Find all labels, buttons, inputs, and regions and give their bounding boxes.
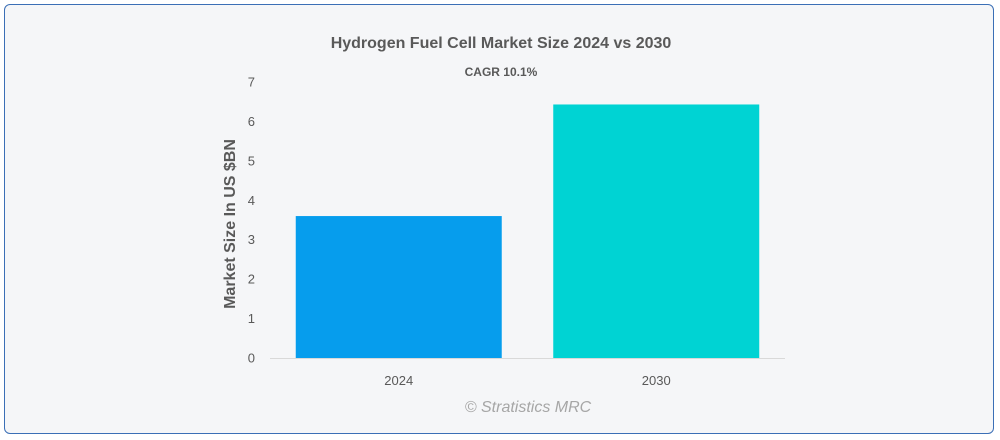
- y-tick-label: 6: [248, 114, 255, 129]
- bars: [295, 104, 760, 358]
- bar-2030: [553, 104, 760, 358]
- y-axis-label: Market Size In US $BN: [222, 139, 239, 309]
- y-tick-label: 0: [248, 351, 255, 366]
- y-tick-label: 1: [248, 311, 255, 326]
- x-tick-label: 2024: [384, 373, 413, 388]
- bar-2024: [295, 216, 502, 358]
- bar-chart: Hydrogen Fuel Cell Market Size 2024 vs 2…: [222, 35, 785, 416]
- chart-subtitle: CAGR 10.1%: [465, 65, 538, 79]
- y-tick-label: 3: [248, 232, 255, 247]
- chart-frame: Hydrogen Fuel Cell Market Size 2024 vs 2…: [4, 4, 994, 434]
- y-tick-label: 2: [248, 272, 255, 287]
- chart-title: Hydrogen Fuel Cell Market Size 2024 vs 2…: [331, 35, 672, 52]
- x-axis-ticks: 2024 2030: [384, 373, 670, 388]
- x-tick-label: 2030: [642, 373, 671, 388]
- source-credit: © Stratistics MRC: [465, 399, 592, 416]
- y-tick-label: 5: [248, 153, 255, 168]
- y-axis-ticks: 0 1 2 3 4 5 6 7: [248, 75, 255, 366]
- y-tick-label: 4: [248, 193, 255, 208]
- y-tick-label: 7: [248, 75, 255, 90]
